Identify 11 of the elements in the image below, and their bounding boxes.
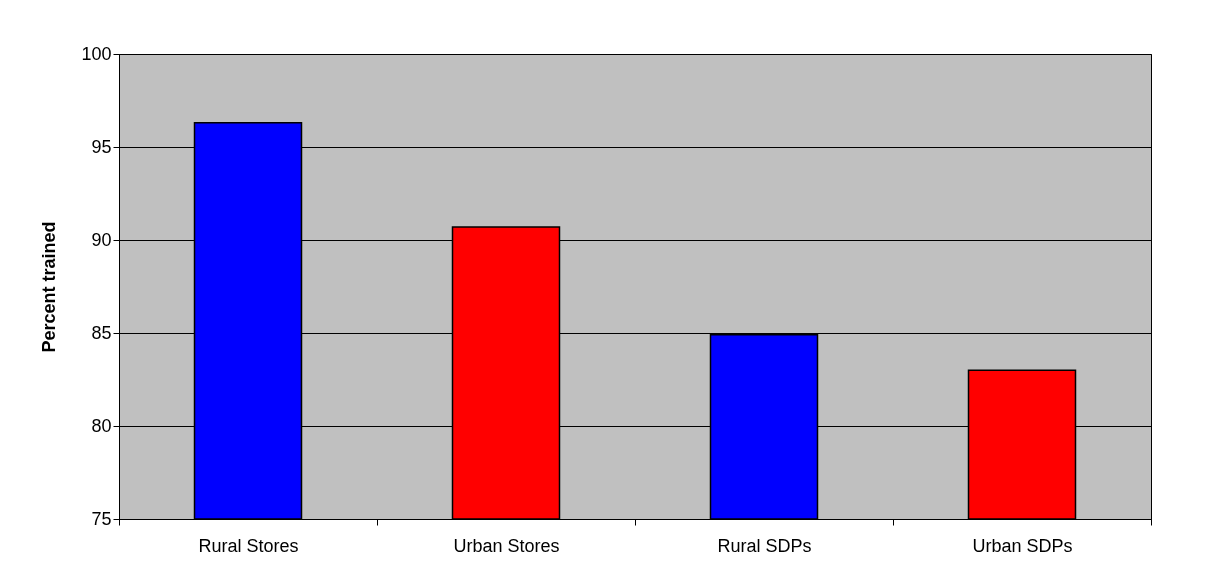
y-tick-label: 90 — [91, 229, 112, 250]
x-tick-label: Rural Stores — [198, 535, 299, 556]
x-tick-label: Rural SDPs — [717, 535, 812, 556]
x-tick-label: Urban SDPs — [972, 535, 1073, 556]
y-tick-label: 100 — [81, 43, 112, 64]
y-axis-title: Percent trained — [39, 221, 60, 353]
y-tick-label: 75 — [91, 508, 112, 529]
y-tick-label: 95 — [91, 136, 112, 157]
y-tick-label: 85 — [91, 322, 112, 343]
x-tick-label: Urban Stores — [453, 535, 560, 556]
y-tick-label: 80 — [91, 415, 112, 436]
